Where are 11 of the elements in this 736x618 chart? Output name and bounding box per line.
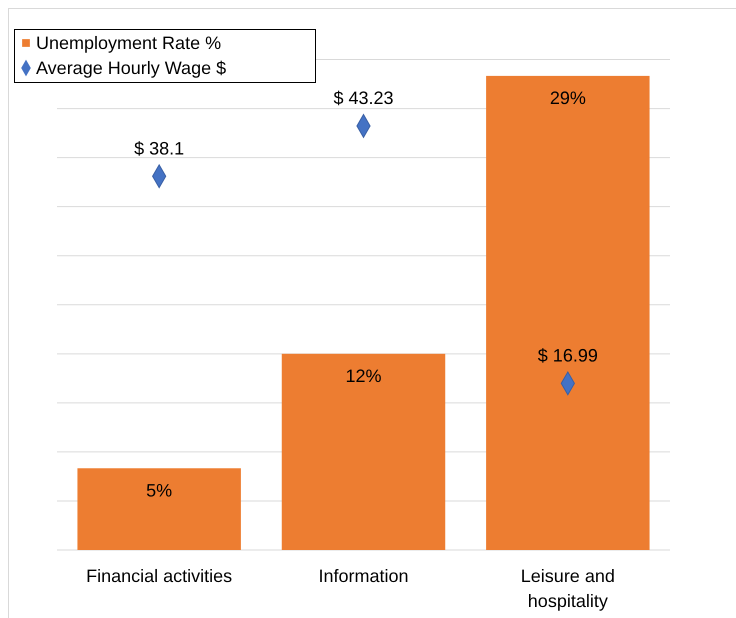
legend-label: Unemployment Rate % [36,33,222,53]
data-label: $ 43.23 [333,88,394,108]
x-tick-label: Leisure and hospitality [520,566,615,611]
x-tick-label: Information [318,566,409,586]
data-label: $ 16.99 [538,345,598,366]
legend-label: Average Hourly Wage $ [36,58,226,78]
x-tick-label: Financial activities [86,566,232,586]
data-label: 29% [550,88,586,108]
data-label: 5% [146,480,172,500]
data-label: $ 38.1 [134,138,184,158]
data-label: 12% [345,366,382,386]
